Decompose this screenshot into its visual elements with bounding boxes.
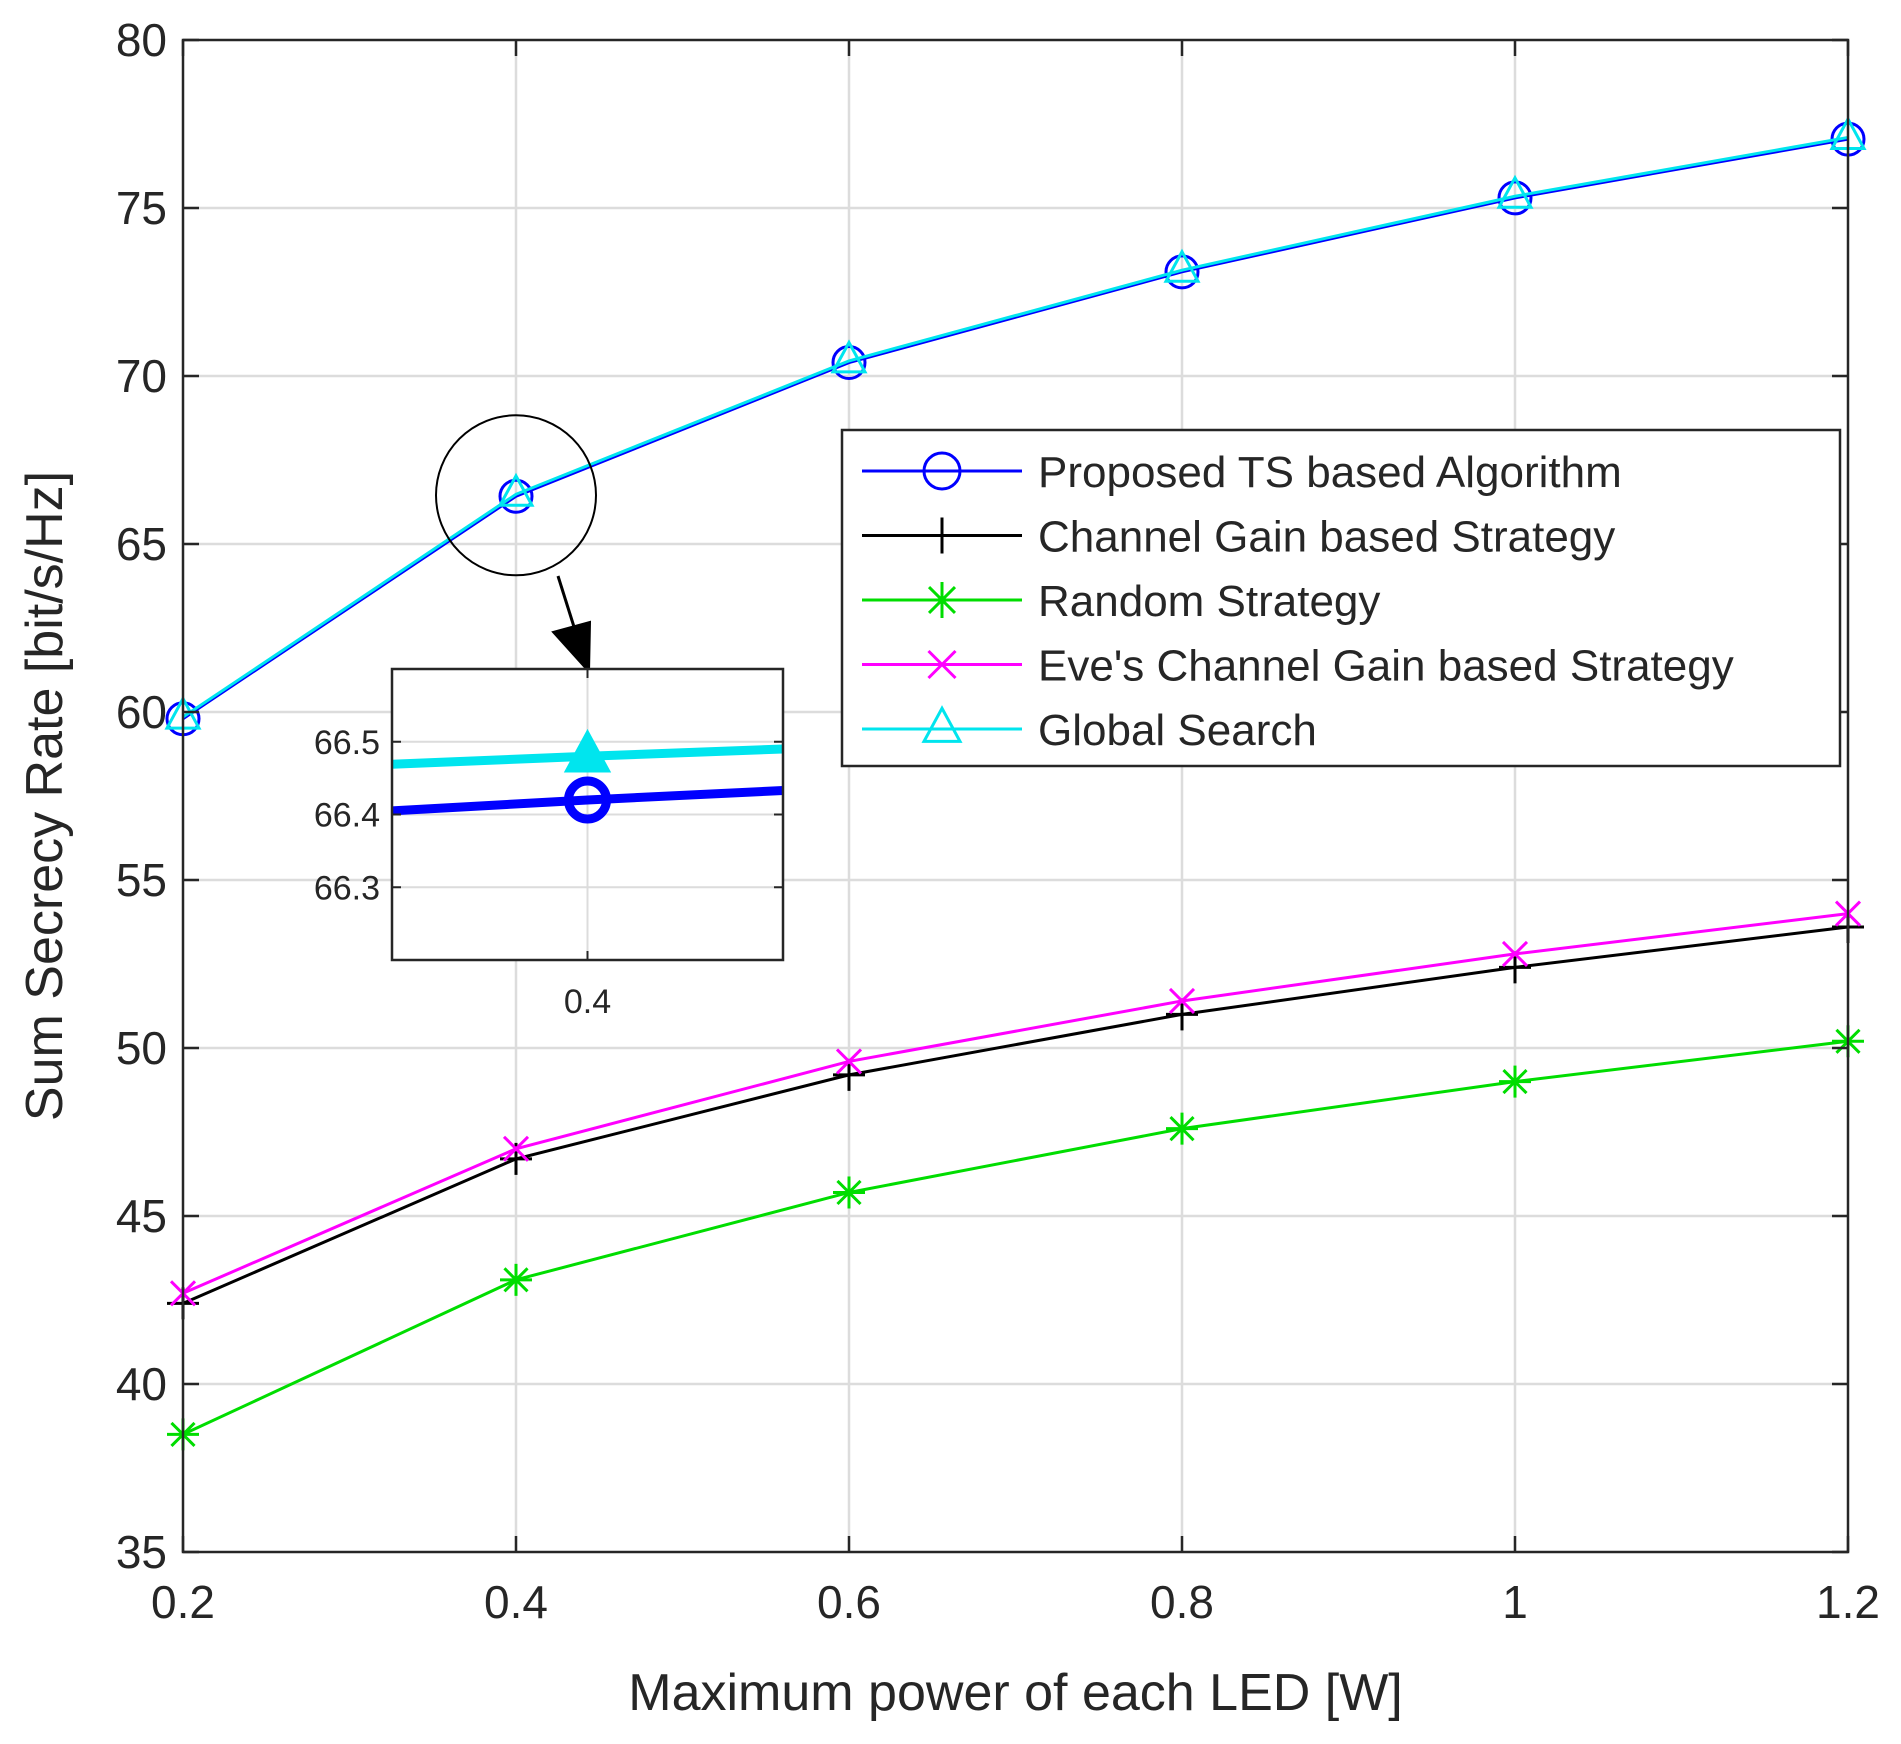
data-point <box>1163 248 1201 283</box>
legend-label: Channel Gain based Strategy <box>1038 513 1615 562</box>
data-point <box>1499 951 1531 984</box>
inset-data-point <box>563 728 612 773</box>
data-point <box>1166 998 1198 1031</box>
data-point <box>835 1048 863 1075</box>
legend-entry: Global Search <box>862 705 1317 755</box>
inset-data-point <box>564 776 611 824</box>
y-tick-label: 40 <box>116 1358 167 1410</box>
legend-marker <box>921 705 963 743</box>
y-axis-label: Sum Secrecy Rate [bit/s/Hz] <box>16 471 74 1121</box>
series-line <box>182 137 1849 720</box>
legend-marker <box>924 517 960 554</box>
legend-label: Eve's Channel Gain based Strategy <box>1038 642 1734 691</box>
inset-y-tick-label: 66.5 <box>314 724 380 762</box>
data-point <box>1168 987 1196 1015</box>
data-point <box>497 472 535 507</box>
legend-entry: Eve's Channel Gain based Strategy <box>862 642 1734 691</box>
series-line <box>182 135 1849 719</box>
x-tick-label: 1.2 <box>1816 1576 1880 1628</box>
legend-marker <box>924 582 960 618</box>
legend-entry: Random Strategy <box>862 577 1380 626</box>
inset-plot: 0.4 66.3 66.4 66.5 <box>314 667 785 1021</box>
axis-ticks: 0.2 0.4 0.6 0.8 1 1.2 35 40 45 50 55 60 65 70 75 80 <box>116 14 1880 1628</box>
y-tick-label: 60 <box>116 686 167 738</box>
legend-label: Random Strategy <box>1038 577 1380 626</box>
legend-box <box>840 428 1842 768</box>
series-line <box>182 925 1849 1305</box>
data-point <box>500 1263 532 1296</box>
legend-label: Proposed TS based Algorithm <box>1038 448 1622 497</box>
legend-marker <box>922 451 962 491</box>
x-tick-label: 1 <box>1502 1576 1528 1628</box>
y-tick-label: 45 <box>116 1190 167 1242</box>
y-tick-label: 70 <box>116 350 167 402</box>
data-point <box>1164 254 1200 290</box>
inset-series <box>391 728 784 773</box>
zoom-arrow-shaft <box>556 575 577 631</box>
y-tick-label: 75 <box>116 182 167 234</box>
axes-box <box>181 38 1850 1554</box>
legend-entry: Channel Gain based Strategy <box>862 513 1615 562</box>
y-tick-label: 55 <box>116 854 167 906</box>
data-point <box>833 1058 865 1091</box>
y-tick-label: 50 <box>116 1022 167 1074</box>
data-point <box>831 345 867 381</box>
y-tick-label: 65 <box>116 518 167 570</box>
x-tick-label: 0.2 <box>151 1576 215 1628</box>
data-point <box>502 1135 530 1162</box>
data-point <box>1496 174 1534 209</box>
legend-entry: Proposed TS based Algorithm <box>862 448 1622 497</box>
data-point <box>1166 1112 1198 1145</box>
x-tick-label: 0.6 <box>817 1576 881 1628</box>
y-tick-label: 80 <box>116 14 167 66</box>
data-point <box>1499 1065 1531 1098</box>
data-point <box>830 339 868 374</box>
inset-series <box>391 776 784 824</box>
y-tick-label: 35 <box>116 1526 167 1578</box>
zoom-indicator <box>435 414 597 675</box>
legend-marker <box>927 649 957 680</box>
inset-series-line <box>391 785 784 816</box>
legend: Proposed TS based Algorithm Channel Gain … <box>840 428 1842 768</box>
x-tick-label: 0.4 <box>484 1576 548 1628</box>
plot-series <box>164 115 1867 1451</box>
data-point <box>498 478 534 514</box>
legend-label: Global Search <box>1038 706 1317 755</box>
x-tick-label: 0.8 <box>1150 1576 1214 1628</box>
data-point <box>1501 940 1529 967</box>
series <box>164 115 1867 730</box>
inset-y-tick-label: 66.4 <box>314 797 380 835</box>
x-axis-label: Maximum power of each LED [W] <box>628 1664 1402 1722</box>
data-point <box>833 1176 865 1209</box>
inset-y-tick-label: 66.3 <box>314 869 380 907</box>
zoom-circle <box>435 414 597 577</box>
series <box>167 1025 1864 1451</box>
data-point <box>1497 180 1533 216</box>
series <box>169 900 1862 1307</box>
series-line <box>182 912 1849 1295</box>
inset-x-tick-label: 0.4 <box>564 983 611 1021</box>
series-line <box>182 1039 1849 1436</box>
zoom-arrow-head <box>551 620 592 675</box>
